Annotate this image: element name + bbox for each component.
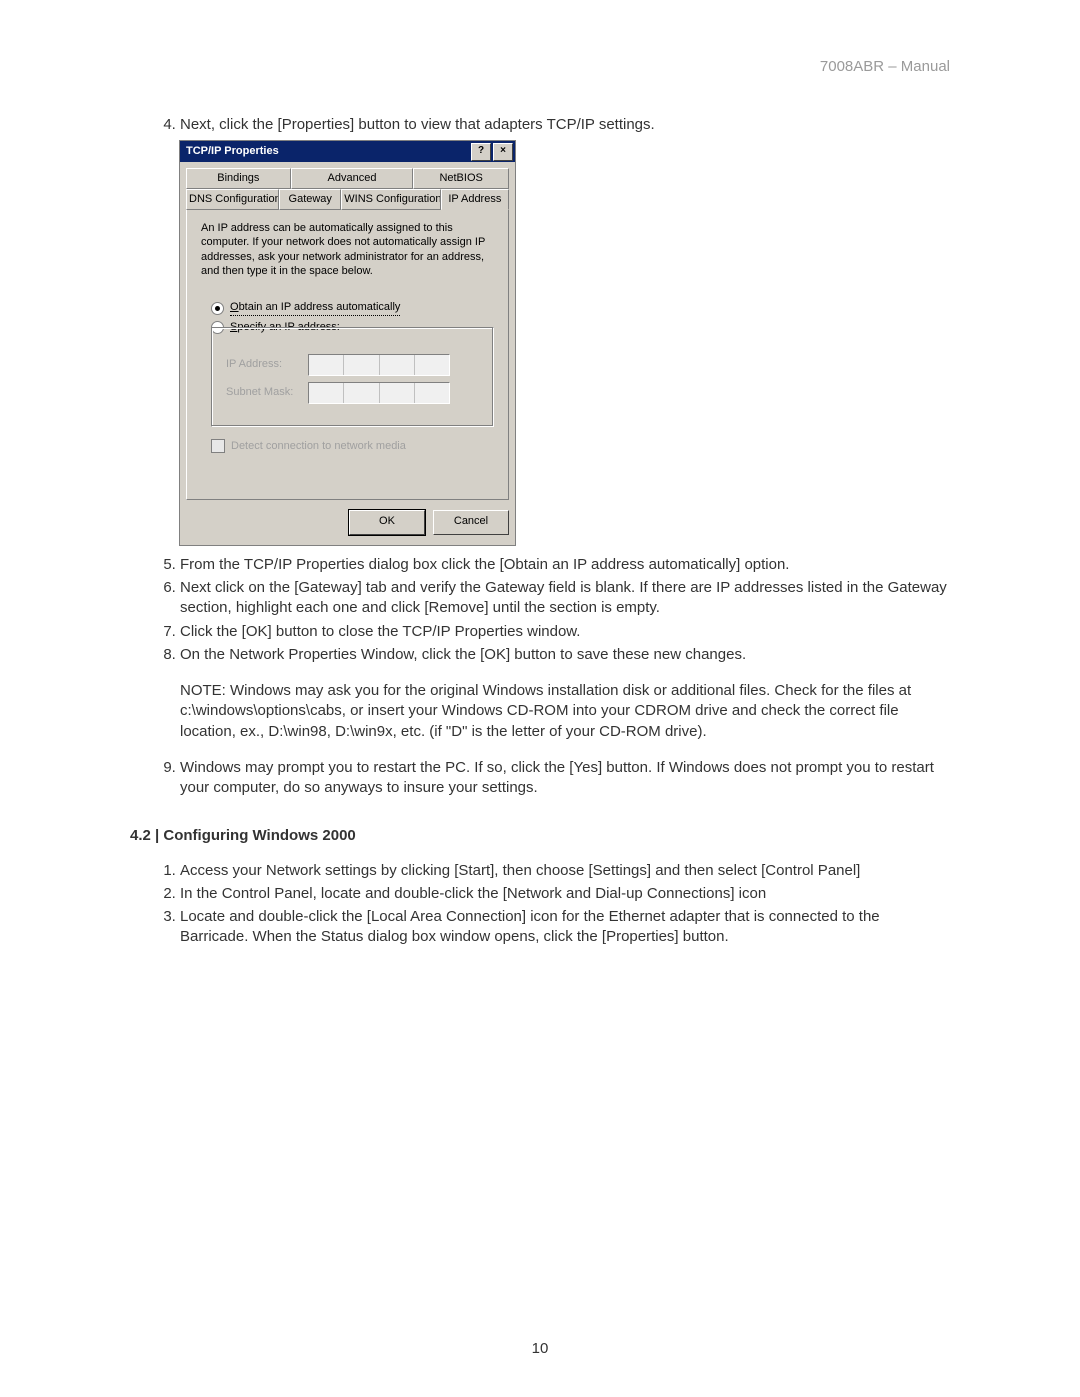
tcpip-properties-dialog: TCP/IP Properties ? × Bindings Advanced … [180,141,515,545]
checkbox-icon [211,439,225,453]
dialog-body: Bindings Advanced NetBIOS DNS Configurat… [180,162,515,545]
radio-icon [211,302,224,315]
instruction-list-2: Access your Network settings by clicking… [130,861,950,948]
tab-gateway[interactable]: Gateway [279,189,341,210]
tab-netbios[interactable]: NetBIOS [413,168,509,189]
step-9: Windows may prompt you to restart the PC… [180,758,950,799]
specify-ip-group: IP Address: Subnet Mask: [211,327,494,427]
help-button[interactable]: ? [471,143,491,161]
step-2-2: In the Control Panel, locate and double-… [180,884,950,904]
note-block: NOTE: Windows may ask you for the origin… [180,681,950,742]
step-8: On the Network Properties Window, click … [180,645,950,742]
document-content: Next, click the [Properties] button to v… [130,115,950,951]
subnet-mask-row: Subnet Mask: [226,382,479,404]
ip-address-label: IP Address: [226,357,308,372]
tab-row-1: Bindings Advanced NetBIOS [186,168,509,189]
page-header: 7008ABR – Manual [820,58,950,75]
step-2-3: Locate and double-click the [Local Area … [180,907,950,948]
tab-advanced[interactable]: Advanced [291,168,414,189]
dialog-title: TCP/IP Properties [186,144,279,159]
detect-connection-label: Detect connection to network media [231,439,406,454]
dialog-description: An IP address can be automatically assig… [201,221,494,278]
tab-content: An IP address can be automatically assig… [186,209,509,500]
tab-dns[interactable]: DNS Configuration [186,189,279,210]
instruction-list-1b: From the TCP/IP Properties dialog box cl… [130,555,950,799]
instruction-list-1: Next, click the [Properties] button to v… [130,115,950,135]
subnet-mask-label: Subnet Mask: [226,385,308,400]
close-button[interactable]: × [493,143,513,161]
step-7: Click the [OK] button to close the TCP/I… [180,622,950,642]
radio-obtain-label: Obtain an IP address automatically [230,300,400,316]
tab-bindings[interactable]: Bindings [186,168,291,189]
page-number: 10 [0,1340,1080,1357]
tab-ip-address[interactable]: IP Address [441,189,509,210]
ok-button[interactable]: OK [349,510,425,535]
radio-obtain-auto[interactable]: Obtain an IP address automatically [211,300,494,316]
step-5: From the TCP/IP Properties dialog box cl… [180,555,950,575]
detect-connection-row[interactable]: Detect connection to network media [211,439,494,454]
step-8-text: On the Network Properties Window, click … [180,646,746,663]
tab-row-2: DNS Configuration Gateway WINS Configura… [186,189,509,210]
step-6: Next click on the [Gateway] tab and veri… [180,578,950,619]
step-4: Next, click the [Properties] button to v… [180,115,950,135]
tab-wins[interactable]: WINS Configuration [341,189,440,210]
ip-address-input[interactable] [308,354,450,376]
step-2-1: Access your Network settings by clicking… [180,861,950,881]
dialog-button-row: OK Cancel [186,510,509,535]
ip-address-row: IP Address: [226,354,479,376]
dialog-titlebar[interactable]: TCP/IP Properties ? × [180,141,515,162]
section-4-2-heading: 4.2 | Configuring Windows 2000 [130,826,950,846]
cancel-button[interactable]: Cancel [433,510,509,535]
subnet-mask-input[interactable] [308,382,450,404]
